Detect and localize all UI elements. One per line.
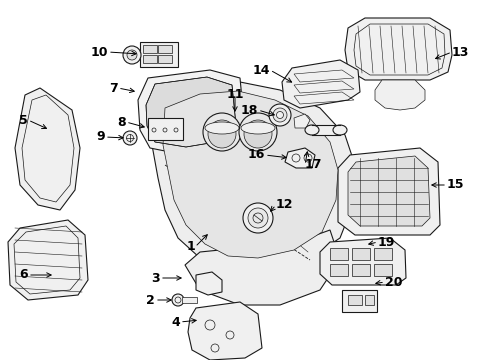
- Ellipse shape: [172, 294, 183, 306]
- Polygon shape: [319, 238, 405, 285]
- Text: 1: 1: [186, 240, 195, 253]
- Text: 14: 14: [252, 63, 269, 77]
- Polygon shape: [337, 148, 439, 235]
- Bar: [158, 45, 172, 53]
- Polygon shape: [184, 230, 339, 305]
- Bar: [341, 290, 376, 312]
- Text: 2: 2: [146, 293, 155, 306]
- Ellipse shape: [272, 108, 286, 122]
- Text: 17: 17: [305, 158, 322, 171]
- Polygon shape: [374, 80, 424, 110]
- Ellipse shape: [247, 208, 267, 228]
- Ellipse shape: [203, 113, 241, 151]
- Text: 15: 15: [446, 179, 464, 192]
- Bar: [329, 248, 347, 260]
- Polygon shape: [282, 60, 359, 108]
- Text: 20: 20: [384, 275, 402, 288]
- Polygon shape: [15, 88, 80, 210]
- Text: 13: 13: [451, 45, 468, 58]
- Bar: [142, 45, 157, 53]
- Text: 16: 16: [247, 148, 264, 162]
- Polygon shape: [347, 156, 429, 226]
- Ellipse shape: [207, 120, 236, 148]
- Text: 19: 19: [377, 235, 395, 248]
- Ellipse shape: [241, 122, 274, 134]
- Bar: [142, 55, 157, 63]
- Polygon shape: [345, 18, 451, 80]
- Text: 18: 18: [240, 104, 258, 117]
- Text: 8: 8: [117, 116, 126, 129]
- Text: 11: 11: [226, 87, 243, 100]
- Bar: [311, 125, 339, 135]
- Text: 7: 7: [109, 81, 118, 94]
- Ellipse shape: [123, 131, 137, 145]
- Ellipse shape: [204, 122, 239, 134]
- Ellipse shape: [243, 203, 272, 233]
- Ellipse shape: [305, 125, 318, 135]
- Text: 10: 10: [90, 45, 108, 58]
- Polygon shape: [138, 70, 244, 155]
- Text: 9: 9: [96, 130, 105, 144]
- Bar: [351, 264, 369, 276]
- Ellipse shape: [268, 104, 290, 126]
- Bar: [373, 248, 391, 260]
- Bar: [351, 248, 369, 260]
- Bar: [148, 118, 183, 140]
- Bar: [329, 264, 347, 276]
- Ellipse shape: [332, 125, 346, 135]
- Bar: [140, 42, 178, 67]
- Ellipse shape: [244, 120, 271, 148]
- Bar: [347, 295, 361, 305]
- Polygon shape: [196, 272, 222, 295]
- Ellipse shape: [123, 46, 141, 64]
- Polygon shape: [187, 302, 262, 360]
- Bar: [364, 295, 373, 305]
- Polygon shape: [285, 148, 314, 168]
- Bar: [158, 55, 172, 63]
- Text: 4: 4: [171, 315, 180, 328]
- Text: 12: 12: [275, 198, 293, 211]
- Ellipse shape: [239, 113, 276, 151]
- Polygon shape: [152, 82, 354, 272]
- Ellipse shape: [127, 50, 137, 60]
- Ellipse shape: [276, 112, 283, 118]
- Polygon shape: [8, 220, 88, 300]
- Bar: [182, 297, 197, 303]
- Polygon shape: [163, 91, 337, 258]
- Polygon shape: [146, 77, 236, 147]
- Polygon shape: [293, 114, 309, 128]
- Bar: [373, 264, 391, 276]
- Text: 5: 5: [19, 113, 28, 126]
- Text: 3: 3: [151, 271, 160, 284]
- Text: 6: 6: [20, 269, 28, 282]
